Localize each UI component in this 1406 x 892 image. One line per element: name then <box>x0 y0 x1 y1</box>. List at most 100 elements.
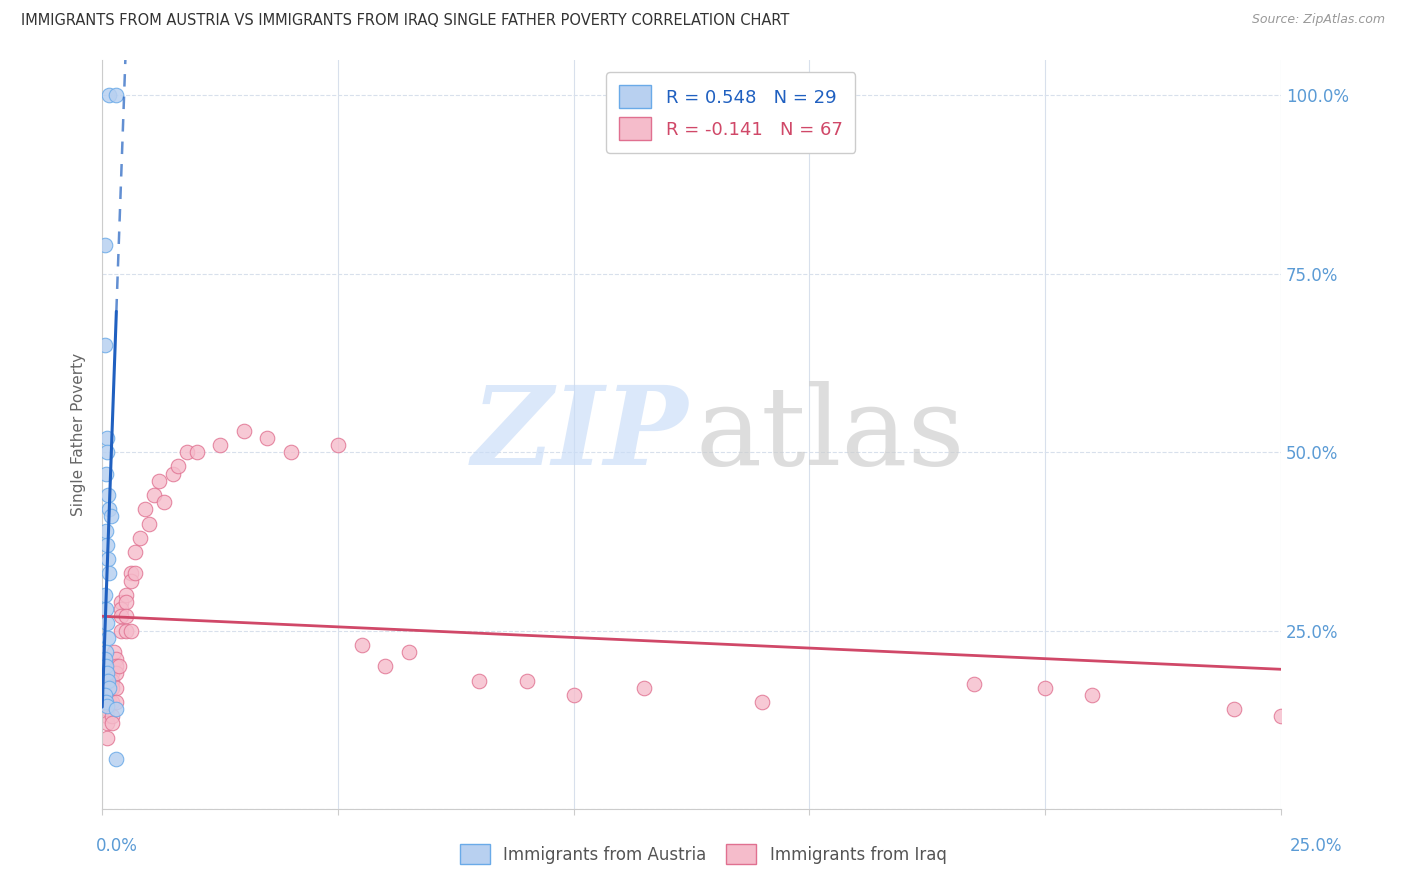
Point <box>209 438 232 452</box>
Point <box>114 624 136 638</box>
Point <box>97 673 120 688</box>
Point <box>176 445 198 459</box>
Point <box>138 516 160 531</box>
Point <box>114 609 136 624</box>
Point <box>114 588 136 602</box>
Point <box>562 688 585 702</box>
Point <box>96 695 118 709</box>
Point <box>374 659 396 673</box>
Point <box>110 595 132 609</box>
Point <box>94 695 117 709</box>
Point <box>96 698 118 713</box>
Point <box>124 545 146 559</box>
Point <box>256 431 278 445</box>
Point <box>98 681 121 695</box>
Point <box>143 488 166 502</box>
Point <box>100 709 122 723</box>
Point <box>963 677 986 691</box>
Point <box>93 652 115 666</box>
Point <box>96 709 118 723</box>
Point <box>1033 681 1056 695</box>
Point <box>124 566 146 581</box>
Point <box>1223 702 1246 716</box>
Point <box>93 673 115 688</box>
Point <box>96 702 118 716</box>
Text: 25.0%: 25.0% <box>1291 837 1343 855</box>
Point <box>129 531 152 545</box>
Point <box>120 566 142 581</box>
Point <box>93 588 115 602</box>
Point <box>162 467 184 481</box>
Y-axis label: Single Father Poverty: Single Father Poverty <box>72 352 86 516</box>
Legend: Immigrants from Austria, Immigrants from Iraq: Immigrants from Austria, Immigrants from… <box>453 838 953 871</box>
Point <box>94 645 117 659</box>
Point <box>105 752 128 766</box>
Point <box>105 702 128 716</box>
Point <box>96 445 118 459</box>
Point <box>100 695 122 709</box>
Text: ZIP: ZIP <box>471 381 688 488</box>
Point <box>134 502 156 516</box>
Point <box>633 681 655 695</box>
Point <box>105 666 128 681</box>
Point <box>1081 688 1104 702</box>
Point <box>516 673 538 688</box>
Point <box>105 681 128 695</box>
Point <box>152 495 174 509</box>
Point <box>100 673 122 688</box>
Point <box>468 673 491 688</box>
Point <box>96 538 118 552</box>
Point <box>105 659 128 673</box>
Point <box>100 681 122 695</box>
Point <box>120 624 142 638</box>
Point <box>93 659 115 673</box>
Point <box>105 695 128 709</box>
Point <box>93 695 115 709</box>
Point <box>96 616 118 631</box>
Point <box>96 431 118 445</box>
Point <box>96 666 118 681</box>
Point <box>110 624 132 638</box>
Text: Source: ZipAtlas.com: Source: ZipAtlas.com <box>1251 13 1385 27</box>
Point <box>98 666 121 681</box>
Point <box>398 645 420 659</box>
Point <box>98 695 121 709</box>
Point <box>98 88 121 103</box>
Point <box>100 659 122 673</box>
Point <box>94 659 117 673</box>
Point <box>93 238 115 252</box>
Legend: R = 0.548   N = 29, R = -0.141   N = 67: R = 0.548 N = 29, R = -0.141 N = 67 <box>606 72 855 153</box>
Text: IMMIGRANTS FROM AUSTRIA VS IMMIGRANTS FROM IRAQ SINGLE FATHER POVERTY CORRELATIO: IMMIGRANTS FROM AUSTRIA VS IMMIGRANTS FR… <box>21 13 789 29</box>
Point <box>350 638 373 652</box>
Point <box>98 566 121 581</box>
Text: atlas: atlas <box>695 381 965 488</box>
Point <box>94 524 117 538</box>
Point <box>96 688 118 702</box>
Point <box>96 673 118 688</box>
Point <box>110 609 132 624</box>
Point <box>326 438 349 452</box>
Point <box>107 659 129 673</box>
Point <box>100 509 122 524</box>
Point <box>94 467 117 481</box>
Point <box>105 652 128 666</box>
Point <box>93 338 115 352</box>
Point <box>232 424 254 438</box>
Point <box>96 731 118 745</box>
Point <box>166 459 188 474</box>
Point <box>110 602 132 616</box>
Point <box>97 631 120 645</box>
Point <box>751 695 773 709</box>
Point <box>96 716 118 731</box>
Point <box>93 688 115 702</box>
Point <box>280 445 302 459</box>
Point <box>114 595 136 609</box>
Point <box>94 602 117 616</box>
Point <box>186 445 208 459</box>
Point <box>120 574 142 588</box>
Point <box>105 88 128 103</box>
Point <box>100 716 122 731</box>
Point <box>98 502 121 516</box>
Point <box>1270 709 1292 723</box>
Point <box>97 488 120 502</box>
